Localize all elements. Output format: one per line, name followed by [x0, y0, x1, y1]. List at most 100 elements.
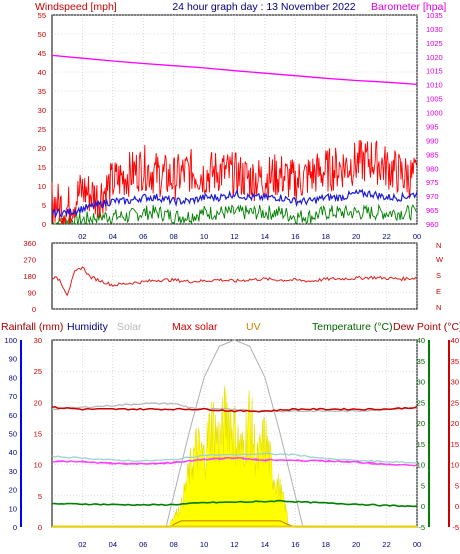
series-wind-average: [51, 188, 418, 219]
y-tick-label-dew-point: 15: [451, 440, 459, 449]
y-tick-label-temperature: 15: [417, 440, 425, 449]
y-tick-label-barometer: 1010: [426, 81, 443, 90]
series-dew-point: [51, 456, 418, 467]
y-tick-label-barometer: 970: [426, 192, 439, 201]
x-tick-label: 20: [352, 540, 360, 549]
y-tick-label-temperature: 25: [417, 398, 425, 407]
x-tick-label: 04: [109, 232, 117, 241]
y-tick-label-dew-point: 0: [455, 502, 459, 511]
y-tick-label-dew-point: 10: [451, 461, 459, 470]
y-tick-label-dew-point: 40: [451, 336, 459, 345]
y-tick-label-windspeed: 55: [38, 11, 46, 20]
series-humidity: [51, 402, 418, 413]
x-tick-label: 06: [139, 540, 147, 549]
compass-label: W: [436, 255, 444, 264]
y-tick-label-windspeed: 5: [42, 201, 46, 210]
y-tick-label-humidity: 50: [9, 430, 17, 439]
compass-label: N: [436, 303, 441, 312]
series-temperature: [51, 452, 418, 464]
y-tick-label-rain: 5: [38, 492, 42, 501]
y-tick-label-dew-point: 5: [455, 481, 459, 490]
y-tick-label-direction: 360: [23, 239, 36, 248]
y-tick-label-direction: 180: [23, 272, 36, 281]
x-tick-label: 16: [291, 232, 299, 241]
y-tick-label-temperature: 40: [417, 336, 425, 345]
x-tick-label: 14: [261, 540, 269, 549]
compass-label: E: [436, 287, 441, 296]
legend-uv: UV: [246, 321, 261, 333]
compass-label: S: [436, 271, 441, 280]
y-tick-label-barometer: 985: [426, 150, 439, 159]
x-tick-label: 04: [109, 540, 117, 549]
y-tick-label-temperature: -5: [418, 523, 425, 532]
compass-label: N: [436, 241, 441, 250]
y-tick-label-humidity: 100: [4, 336, 17, 345]
x-tick-label: 18: [322, 540, 330, 549]
series-solar-radiation: [170, 385, 289, 528]
x-tick-label: 06: [139, 232, 147, 241]
dew-point-axis-bar: [448, 340, 450, 527]
barometer-axis-title: Barometer [hpa]: [371, 1, 446, 13]
y-tick-label-barometer: 995: [426, 122, 439, 131]
y-tick-label-barometer: 1015: [426, 67, 443, 76]
y-tick-label-barometer: 1020: [426, 53, 443, 62]
y-tick-label-windspeed: 0: [42, 220, 46, 229]
legend-humidity: Humidity: [67, 321, 109, 333]
y-tick-label-temperature: 10: [417, 461, 425, 470]
x-tick-label: 22: [382, 540, 390, 549]
legend-temperature: Temperature (°C): [312, 321, 393, 333]
y-tick-label-barometer: 965: [426, 206, 439, 215]
y-tick-label-barometer: 1000: [426, 109, 443, 118]
legend-rainfall: Rainfall (mm): [1, 321, 63, 333]
y-tick-label-temperature: 20: [417, 419, 425, 428]
y-tick-label-humidity: 20: [9, 486, 17, 495]
chart-title: 24 hour graph day : 13 November 2022: [172, 1, 355, 13]
y-tick-label-rain: 0: [38, 523, 42, 532]
y-tick-label-windspeed: 50: [38, 30, 46, 39]
y-tick-label-humidity: 70: [9, 392, 17, 401]
y-tick-label-windspeed: 45: [38, 49, 46, 58]
y-tick-label-temperature: 35: [417, 357, 425, 366]
x-tick-label: 00: [413, 540, 421, 549]
y-tick-label-windspeed: 30: [38, 106, 46, 115]
y-tick-label-barometer: 1025: [426, 39, 443, 48]
series-max-solar: [165, 339, 304, 528]
x-tick-label: 02: [78, 540, 86, 549]
y-tick-label-humidity: 80: [9, 373, 17, 382]
humidity-axis-bar: [20, 340, 22, 527]
y-tick-label-direction: 90: [28, 289, 36, 298]
y-tick-label-humidity: 40: [9, 448, 17, 457]
y-tick-label-barometer: 1035: [426, 11, 443, 20]
x-tick-label: 12: [230, 540, 238, 549]
x-tick-label: 18: [322, 232, 330, 241]
y-tick-label-dew-point: 20: [451, 419, 459, 428]
y-tick-label-windspeed: 35: [38, 87, 46, 96]
y-tick-label-temperature: 0: [421, 502, 425, 511]
y-tick-label-windspeed: 15: [38, 163, 46, 172]
y-tick-label-humidity: 90: [9, 355, 17, 364]
y-tick-label-barometer: 975: [426, 178, 439, 187]
y-tick-label-rain: 30: [34, 336, 42, 345]
series-wind-gust: [51, 140, 418, 225]
legend-max-solar: Max solar: [172, 321, 218, 333]
y-tick-label-windspeed: 20: [38, 144, 46, 153]
legend-solar: Solar: [117, 321, 142, 333]
y-tick-label-humidity: 10: [9, 504, 17, 513]
y-tick-label-barometer: 980: [426, 164, 439, 173]
y-tick-label-dew-point: 30: [451, 378, 459, 387]
series-solar-grey: [51, 405, 418, 413]
x-tick-label: 08: [169, 232, 177, 241]
x-tick-label: 10: [200, 540, 208, 549]
y-tick-label-rain: 25: [34, 367, 42, 376]
y-tick-label-barometer: 990: [426, 136, 439, 145]
windspeed-axis-title: Windspeed [mph]: [35, 1, 117, 13]
x-tick-label: 08: [169, 540, 177, 549]
x-tick-label: 02: [78, 232, 86, 241]
series-wind-direction-speed: [51, 203, 417, 226]
y-tick-label-humidity: 0: [13, 523, 17, 532]
x-tick-label: 10: [200, 232, 208, 241]
y-tick-label-temperature: 5: [421, 481, 425, 490]
y-tick-label-windspeed: 10: [38, 182, 46, 191]
y-tick-label-windspeed: 40: [38, 68, 46, 77]
